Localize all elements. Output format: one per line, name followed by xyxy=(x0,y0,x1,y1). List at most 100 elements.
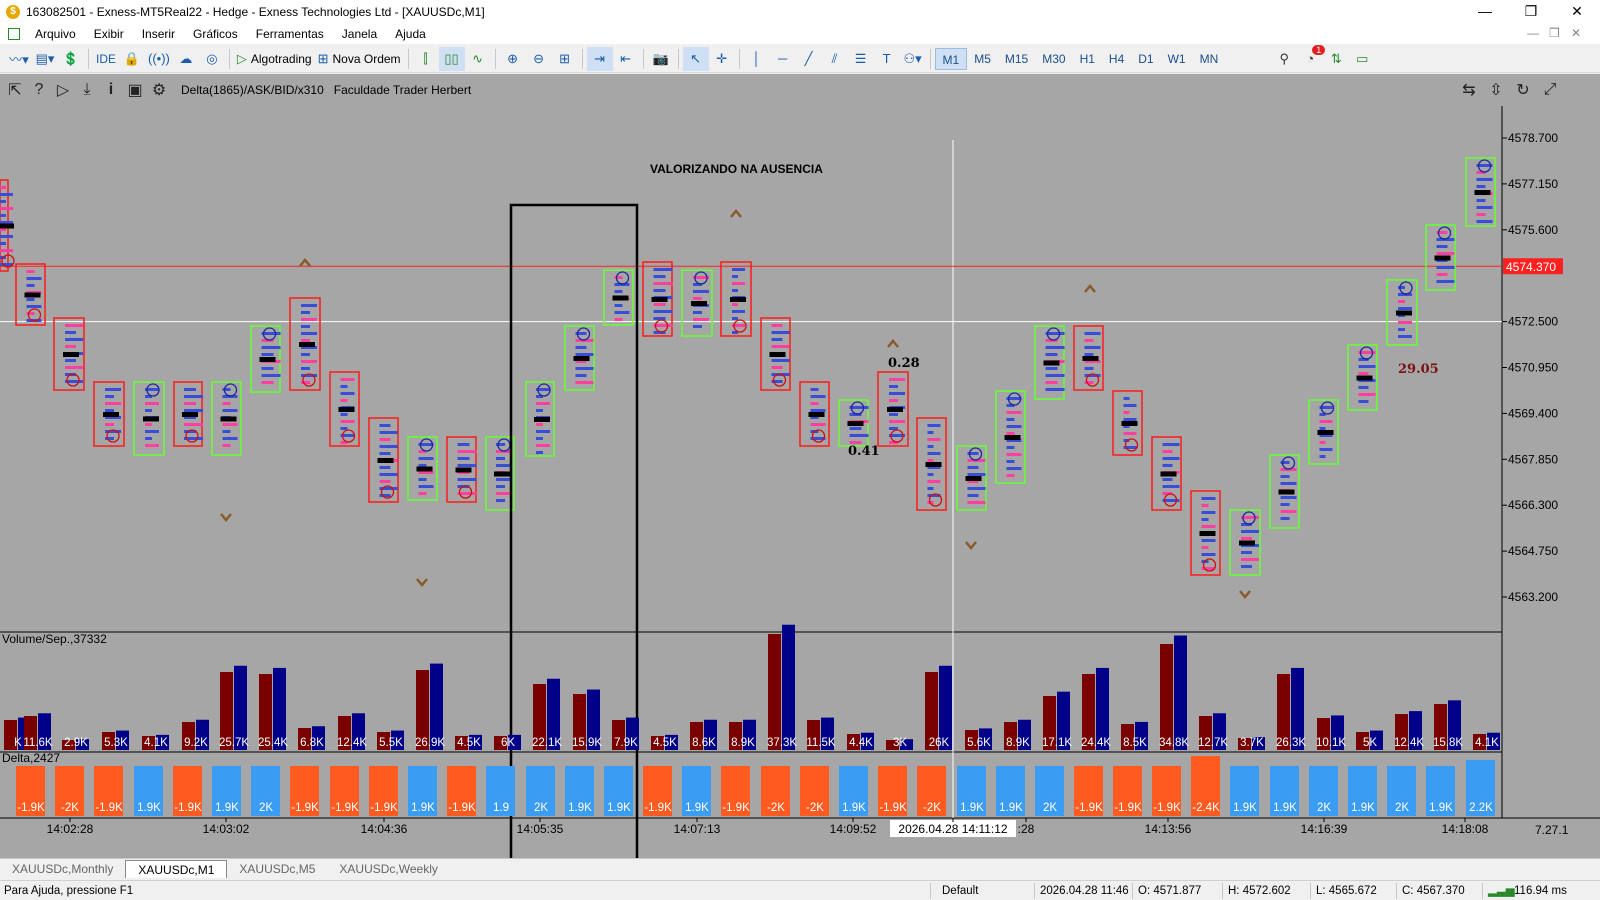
line-chart-icon[interactable]: ∿ xyxy=(472,50,483,66)
timeframe-mn[interactable]: MN xyxy=(1199,51,1219,66)
footprint-volume-bar xyxy=(26,298,35,301)
timeframe-m1[interactable]: M1 xyxy=(934,47,968,70)
menu-inserir[interactable]: Inserir xyxy=(141,27,176,41)
footprint-box xyxy=(956,445,987,511)
shapes-icon[interactable]: ⚇▾ xyxy=(903,50,922,66)
time-label: 14:09:52 xyxy=(830,822,877,836)
restore-button[interactable]: ❐ xyxy=(1524,3,1538,19)
footprint-box xyxy=(525,381,555,457)
author-label: Faculdade Trader Herbert xyxy=(333,83,472,97)
delta-bar xyxy=(1191,756,1220,816)
menu-janela[interactable]: Janela xyxy=(341,27,378,41)
chart-picture-icon[interactable]: ▣ xyxy=(127,82,143,99)
close-button[interactable]: ✕ xyxy=(1571,3,1583,19)
timeframe-m15[interactable]: M15 xyxy=(1004,51,1029,66)
autoscroll-icon[interactable]: ⇥ xyxy=(586,46,613,71)
tab-xauusdc-m1[interactable]: XAUUSDc,M1 xyxy=(125,860,228,878)
horizontal-line-icon[interactable]: ─ xyxy=(777,51,788,66)
chart-type-icon[interactable]: 〰▾ xyxy=(9,52,29,67)
algotrading-label: Algotrading xyxy=(250,51,312,66)
footprint-volume-bar xyxy=(496,443,505,446)
help-icon[interactable]: ? xyxy=(34,81,44,98)
settings-icon[interactable]: ⚙ xyxy=(151,82,167,99)
screenshot-icon[interactable]: 📷 xyxy=(652,50,669,66)
timeframe-h4[interactable]: H4 xyxy=(1108,51,1125,66)
timeframe-m30[interactable]: M30 xyxy=(1042,51,1066,66)
menu-graficos[interactable]: Gráficos xyxy=(193,27,238,41)
info-icon[interactable]: i xyxy=(108,81,114,98)
mdi-close-icon[interactable]: ✕ xyxy=(1571,26,1582,40)
swap-icon[interactable]: ⇆ xyxy=(1462,82,1476,99)
chart-area[interactable]: 4578.700 4577.150 4575.600 4572.500 4570.950… xyxy=(0,106,1600,863)
footprint-poc-marker xyxy=(220,416,237,422)
footprint-poc-marker xyxy=(691,301,707,306)
footprint-volume-bar xyxy=(1045,381,1058,384)
cloud-icon[interactable]: ☁ xyxy=(179,50,193,66)
indicator-label: Delta(1865)/ASK/BID/x310 xyxy=(181,83,324,97)
download-icon[interactable]: ⤓ xyxy=(83,81,91,98)
move-icon[interactable]: ⇳ xyxy=(1489,82,1503,99)
ide-button[interactable]: IDE xyxy=(96,51,117,66)
timeframe-w1[interactable]: W1 xyxy=(1167,51,1186,66)
timeframe-d1[interactable]: D1 xyxy=(1138,51,1154,66)
tab-xauusdc-weekly[interactable]: XAUUSDc,Weekly xyxy=(339,862,438,876)
footprint-volume-bar xyxy=(771,345,790,348)
footprint-volume-bar xyxy=(1280,496,1297,499)
footprint-box xyxy=(681,269,713,337)
algotrading-button[interactable]: ▷ Algotrading xyxy=(236,50,312,66)
vps-icon[interactable]: ◎ xyxy=(206,50,218,66)
chart-canvas[interactable]: 4578.700 4577.150 4575.600 4572.500 4570.950… xyxy=(0,106,1600,863)
volume-bar xyxy=(377,732,390,750)
footprint-volume-bar xyxy=(536,430,550,433)
tab-xauusdc-m5[interactable]: XAUUSDc,M5 xyxy=(239,862,316,876)
notifications-icon[interactable]: ◔ 1 xyxy=(1297,44,1326,71)
menu-ajuda[interactable]: Ajuda xyxy=(395,27,426,41)
delta-bar xyxy=(1230,766,1259,816)
mdi-window-icon[interactable] xyxy=(8,28,20,40)
minimize-button[interactable]: — xyxy=(1478,3,1492,19)
chart-shift-icon[interactable]: ⇤ xyxy=(620,50,631,66)
mdi-minimize-icon[interactable]: — xyxy=(1527,26,1539,40)
chart-template-icon[interactable]: ▤▾ xyxy=(35,50,55,66)
timeframe-m5[interactable]: M5 xyxy=(974,51,991,66)
footprint-volume-bar xyxy=(927,438,941,441)
menu-ferramentas[interactable]: Ferramentas xyxy=(255,27,324,41)
tile-windows-icon[interactable]: ⊞ xyxy=(559,50,570,66)
timeframe-h1[interactable]: H1 xyxy=(1079,51,1095,66)
new-order-button[interactable]: ⊞ Nova Ordem xyxy=(317,50,401,66)
zoom-in-icon[interactable]: ⊕ xyxy=(507,50,518,66)
trendline-icon[interactable]: ╱ xyxy=(804,50,813,66)
volume-bar xyxy=(196,719,209,750)
footprint-volume-bar xyxy=(65,331,76,334)
candlestick-icon[interactable]: ▯▯ xyxy=(438,46,465,71)
footprint-volume-bar xyxy=(1201,518,1209,521)
signal-icon[interactable]: ((•)) xyxy=(148,51,170,66)
menu-exibir[interactable]: Exibir xyxy=(93,27,124,41)
search-icon[interactable]: ⚲ xyxy=(1279,50,1290,66)
expand-icon[interactable]: ⤢ xyxy=(1543,81,1557,98)
vertical-line-icon[interactable]: │ xyxy=(752,51,761,66)
footprint-volume-bar xyxy=(379,473,398,476)
market-icon[interactable]: 💲 xyxy=(62,50,80,66)
text-icon[interactable]: T xyxy=(882,51,891,66)
footprint-volume-bar xyxy=(927,452,941,455)
crosshair-icon[interactable]: ✛ xyxy=(716,50,727,66)
zoom-out-icon[interactable]: ⊖ xyxy=(533,50,544,66)
footprint-volume-bar xyxy=(0,235,13,238)
status-datetime: 2026.04.28 11:46 xyxy=(1040,885,1129,897)
lock-icon[interactable]: 🔒 xyxy=(123,50,141,66)
cursor-icon[interactable]: ↖ xyxy=(682,46,709,71)
delta-bar xyxy=(761,766,790,816)
mdi-restore-icon[interactable]: ❐ xyxy=(1549,26,1560,40)
menu-arquivo[interactable]: Arquivo xyxy=(35,27,76,41)
fibonacci-icon[interactable]: ☰ xyxy=(854,50,867,66)
play-icon[interactable]: ▷ xyxy=(56,82,70,99)
refresh-icon[interactable]: ↻ xyxy=(1516,82,1530,99)
footprint-volume-bar xyxy=(105,423,114,426)
bar-chart-icon[interactable]: ⫿ xyxy=(423,50,428,66)
panel-icon[interactable]: ⇱ xyxy=(8,82,22,99)
channel-icon[interactable]: ⫽ xyxy=(831,50,838,66)
footprint-box xyxy=(603,269,634,326)
tab-xauusdc-monthly[interactable]: XAUUSDc,Monthly xyxy=(12,862,114,876)
footprint-volume-bar xyxy=(418,471,434,474)
